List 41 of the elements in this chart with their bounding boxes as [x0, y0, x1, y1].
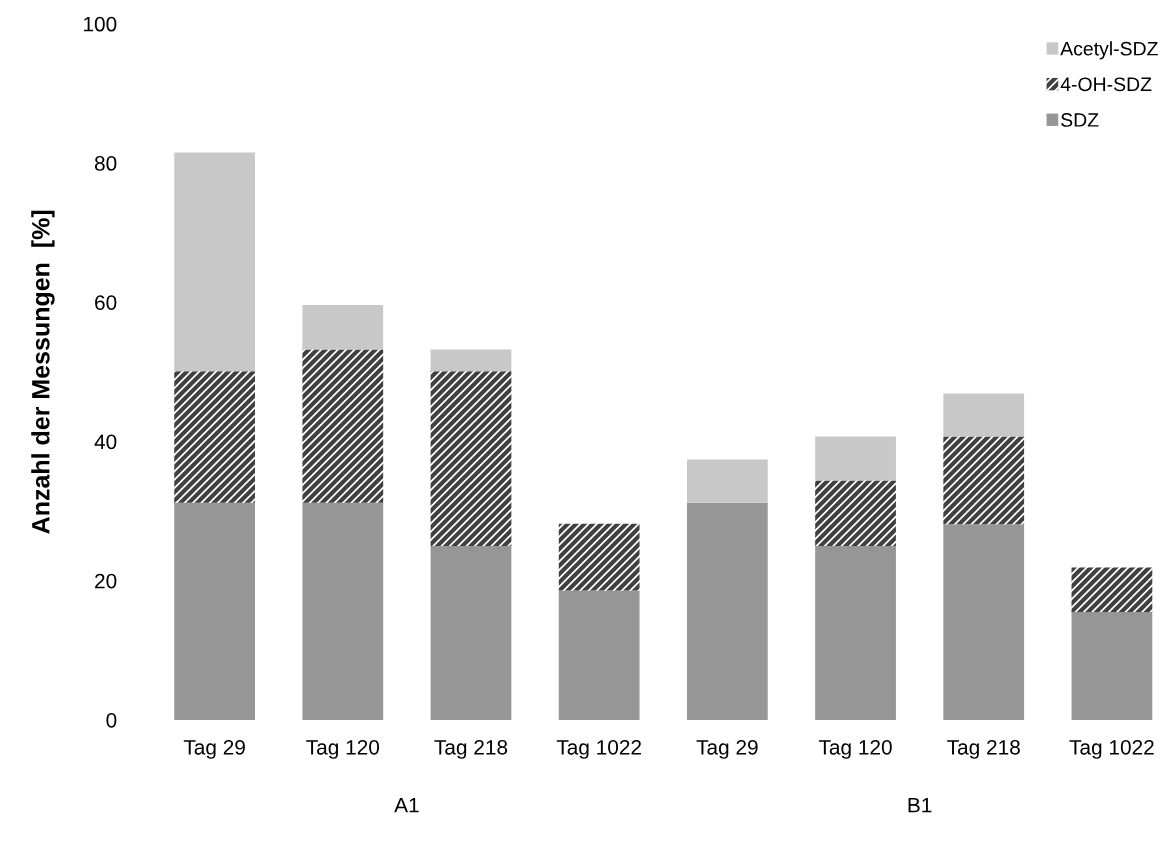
bar: [943, 524, 1025, 720]
bar: [815, 545, 896, 720]
y-tick-label: 60: [95, 295, 117, 310]
y-tick-label: 100: [84, 16, 117, 32]
bar: [430, 371, 512, 546]
text: A1: [394, 798, 419, 813]
x-tick-label: Tag 120: [818, 739, 892, 759]
x-tick-label: Tag 218: [434, 739, 508, 759]
y-tick-label: 40: [94, 434, 117, 450]
y-tick-label: 80: [94, 156, 117, 171]
x-tick-label: Tag 120: [306, 739, 380, 759]
y-tick-label: 0: [106, 712, 117, 728]
bar: [943, 436, 1025, 525]
bar: [1071, 567, 1153, 613]
text: B1: [908, 798, 932, 813]
bar: [686, 459, 768, 503]
bar: [174, 152, 255, 372]
bar: [558, 590, 640, 720]
bar: [174, 502, 255, 720]
bar: [686, 502, 768, 720]
legend-label: Acetyl-SDZ: [1060, 41, 1158, 60]
x-tick-label: Tag 29: [183, 739, 245, 759]
y-tick-label: 20: [95, 573, 117, 589]
x-tick-label: Tag 218: [947, 739, 1020, 759]
bar: [302, 502, 384, 720]
legend-label: SDZ: [1061, 113, 1099, 127]
bar: [430, 349, 512, 372]
legend-label: 4-OH-SDZ: [1060, 77, 1152, 92]
bar: [943, 393, 1025, 437]
bar: [1071, 612, 1153, 720]
y-axis-title: Anzahl der Messungen [%]: [31, 210, 55, 534]
bar: [815, 480, 896, 546]
x-tick-label: Tag 1022: [1069, 739, 1154, 759]
bar: [302, 349, 384, 503]
x-tick-label: Tag 29: [696, 739, 758, 759]
bar: [302, 305, 384, 350]
bar: [174, 371, 255, 503]
bar: [815, 436, 896, 481]
bar: [430, 545, 512, 720]
bar: [558, 523, 640, 591]
x-tick-label: Tag 1022: [556, 739, 641, 759]
